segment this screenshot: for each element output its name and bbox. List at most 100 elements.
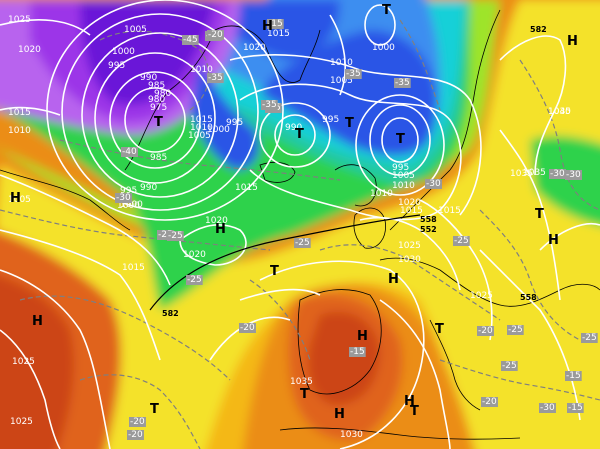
isobar-label: 1015 xyxy=(400,206,423,216)
isobar xyxy=(539,223,600,251)
pressure-center-symbol: H xyxy=(388,272,399,287)
isotherm-label: -20 xyxy=(478,326,493,336)
isotherm-label: -25 xyxy=(295,238,310,248)
coastlines xyxy=(0,9,600,440)
isotherm-label-box xyxy=(129,417,146,427)
isobar xyxy=(81,32,239,198)
isobar xyxy=(239,83,462,221)
isobar xyxy=(0,174,171,286)
isotherm-label: -30 xyxy=(550,169,565,179)
contour-value-label: 582 xyxy=(162,309,179,318)
isotherm-label: -35 xyxy=(262,100,277,110)
pressure-center-symbol: H xyxy=(404,394,415,409)
isobar-label: 1010 xyxy=(330,58,353,68)
isotherm-label-box xyxy=(501,361,518,371)
isotherm-label: -15 xyxy=(350,347,365,357)
isotherm-label-box xyxy=(157,230,174,240)
isobar xyxy=(499,129,561,301)
isotherm-label-box xyxy=(121,147,138,157)
isotherm-label: -15 xyxy=(268,19,283,29)
isotherm-label-box xyxy=(349,347,366,357)
isobar-label: 995 xyxy=(392,163,409,173)
isobar xyxy=(259,260,425,449)
coast-north-africa xyxy=(279,427,521,440)
isotherm-label: -15 xyxy=(568,403,583,413)
isotherm xyxy=(19,295,231,381)
isotherm-label: -25 xyxy=(454,236,469,246)
isobar-label: 1010 xyxy=(8,126,31,136)
isotherm xyxy=(399,19,441,111)
isotherm xyxy=(79,374,201,449)
isobar-label: 990 xyxy=(285,123,302,133)
isobar xyxy=(124,87,186,153)
isobar-label: 1025 xyxy=(398,241,421,251)
pressure-center-symbol: T xyxy=(295,127,304,142)
isotherm-label: -20 xyxy=(482,397,497,407)
isotherm-label-box xyxy=(186,275,203,285)
isobar-label: 990 xyxy=(140,73,157,83)
isotherm-label-box xyxy=(261,100,278,110)
isobar-label: 1000 xyxy=(117,201,140,211)
isobar-label: 1015 xyxy=(190,115,213,125)
isotherm-label: -15 xyxy=(566,371,581,381)
isotherm-label-box xyxy=(481,397,498,407)
pressure-center-symbol: H xyxy=(567,34,578,49)
isobar-label: 1035 xyxy=(510,169,533,179)
coast-british-isles xyxy=(353,207,386,249)
isotherm-label: -25 xyxy=(168,231,183,241)
coast-iberia xyxy=(297,289,382,395)
isotherm-label-box xyxy=(565,371,582,381)
isotherm-label-box xyxy=(549,169,566,179)
pressure-center-symbol: T xyxy=(154,115,163,130)
field-band-green-east xyxy=(530,135,600,226)
isobar xyxy=(0,329,61,449)
pressure-center-symbol: T xyxy=(382,3,391,18)
isotherm-label-box xyxy=(207,73,224,83)
isobar-label: 1045 xyxy=(548,107,571,117)
isotherm-label-box xyxy=(581,333,598,343)
isobar-label: 980 xyxy=(148,95,165,105)
isobar-label: 1000 xyxy=(372,43,395,53)
isobar xyxy=(381,117,419,163)
isotherm-label: -20 xyxy=(128,430,143,440)
isobar-label: 1025 xyxy=(470,291,493,301)
isotherm-label-box xyxy=(267,19,284,29)
isobar-label: 1000 xyxy=(207,125,230,135)
isotherm-label: -25 xyxy=(158,230,173,240)
pressure-center-symbol: H xyxy=(357,329,368,344)
isotherm xyxy=(99,30,210,111)
contour-value-label: 558 xyxy=(420,215,437,224)
isobar-label: 995 xyxy=(108,61,125,71)
field-band-red-orange xyxy=(308,311,380,405)
pressure-center-symbol: T xyxy=(410,404,419,419)
isobar-label: 1020 xyxy=(205,216,228,226)
isobar xyxy=(355,94,445,196)
isobar xyxy=(0,229,161,361)
temperature-labels: -45-40-40-35-35-30-30-30-25-25-20-20-20-… xyxy=(115,19,598,440)
isobar-label: 1005 xyxy=(330,76,353,86)
pressure-center-symbol: H xyxy=(262,19,273,34)
pressure-center-symbol: T xyxy=(150,402,159,417)
coast-greenland xyxy=(124,25,321,171)
isobar-label: 1020 xyxy=(243,43,266,53)
isotherm-label-box xyxy=(294,238,311,248)
isobar xyxy=(0,19,91,36)
isotherm-label-box xyxy=(477,326,494,336)
isotherm-label-box xyxy=(127,430,144,440)
isotherm-label: -30 xyxy=(426,179,441,189)
isobar-label: 995 xyxy=(120,186,137,196)
isotherm xyxy=(319,244,501,321)
isotherm-label: -20 xyxy=(208,30,223,40)
isobar-label: 1025 xyxy=(12,357,35,367)
isotherm-label-box xyxy=(345,69,362,79)
pressure-center-symbol: H xyxy=(10,191,21,206)
isotherm-label: -40 xyxy=(122,147,137,157)
isotherm-label-box xyxy=(207,30,224,40)
isobar-label: 1000 xyxy=(120,200,143,210)
isobar xyxy=(479,249,581,421)
isobar-label: 1015 xyxy=(267,29,290,39)
